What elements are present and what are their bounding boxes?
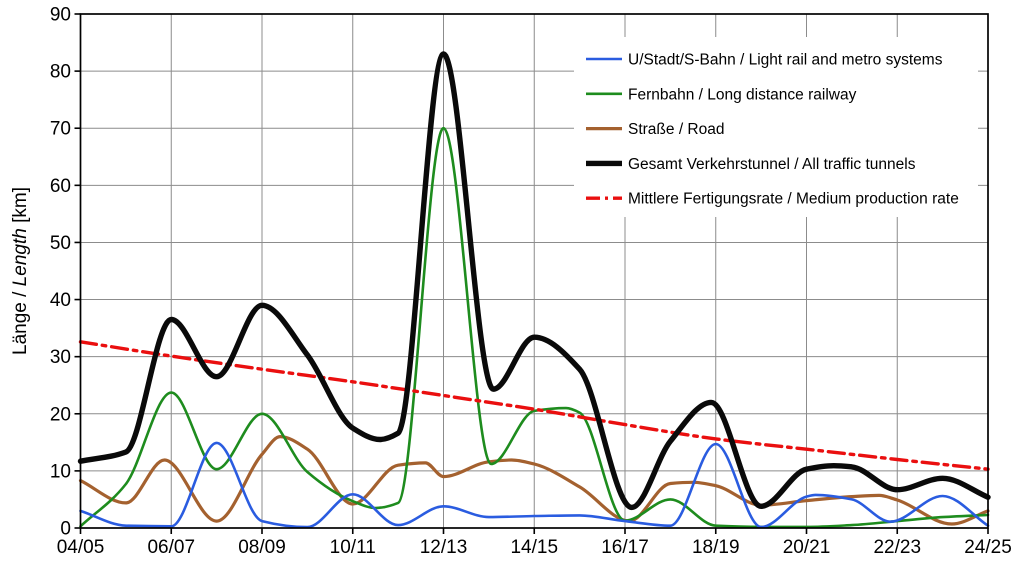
x-tick-label: 24/25 xyxy=(964,537,1012,558)
y-axis-title: Länge / Length [km] xyxy=(10,187,31,355)
x-tick-label: 10/11 xyxy=(330,537,376,558)
y-tick-label: 30 xyxy=(50,347,71,368)
legend-label: Straße / Road xyxy=(628,121,725,138)
y-tick-label: 90 xyxy=(50,5,71,26)
legend-label: U/Stadt/S-Bahn / Light rail and metro sy… xyxy=(628,52,943,69)
y-tick-label: 20 xyxy=(50,404,71,425)
series-line-0 xyxy=(79,441,990,529)
legend-label: Fernbahn / Long distance railway xyxy=(628,86,857,103)
axis-ticks xyxy=(74,13,989,534)
x-tick-label: 22/23 xyxy=(873,537,921,558)
x-tick-label: 14/15 xyxy=(510,537,558,558)
x-axis-labels: 04/05 06/07 08/09 10/11 12/13 14/15 16/17 18/19… xyxy=(57,537,1012,558)
series-line-1 xyxy=(79,126,990,529)
series-line-4 xyxy=(78,340,990,471)
legend-item-2: Straße / Road xyxy=(586,121,725,138)
legend: U/Stadt/S-Bahn / Light rail and metro sy… xyxy=(586,52,959,208)
series-line-3 xyxy=(77,51,991,511)
y-tick-label: 10 xyxy=(50,461,71,482)
x-tick-label: 12/13 xyxy=(420,537,468,558)
y-tick-label: 70 xyxy=(50,119,71,140)
x-tick-label: 06/07 xyxy=(147,537,195,558)
x-tick-label: 04/05 xyxy=(57,537,105,558)
y-tick-label: 60 xyxy=(50,176,71,197)
legend-label: Mittlere Fertigungsrate / Medium product… xyxy=(628,191,959,208)
legend-item-4: Mittlere Fertigungsrate / Medium product… xyxy=(586,191,959,208)
y-tick-label: 80 xyxy=(50,62,71,83)
legend-item-3: Gesamt Verkehrstunnel / All traffic tunn… xyxy=(586,156,916,173)
y-tick-label: 0 xyxy=(60,519,71,540)
x-tick-label: 08/09 xyxy=(238,537,286,558)
x-tick-label: 20/21 xyxy=(783,537,831,558)
y-tick-label: 50 xyxy=(50,233,71,254)
y-axis-labels: 0 10 20 30 40 50 60 70 80 90 xyxy=(50,5,71,540)
legend-item-0: U/Stadt/S-Bahn / Light rail and metro sy… xyxy=(586,52,943,69)
legend-label: Gesamt Verkehrstunnel / All traffic tunn… xyxy=(628,156,916,173)
x-tick-label: 16/17 xyxy=(601,537,649,558)
y-tick-label: 40 xyxy=(50,290,71,311)
legend-item-1: Fernbahn / Long distance railway xyxy=(586,86,857,103)
legend-background xyxy=(574,37,978,217)
x-tick-label: 18/19 xyxy=(692,537,740,558)
